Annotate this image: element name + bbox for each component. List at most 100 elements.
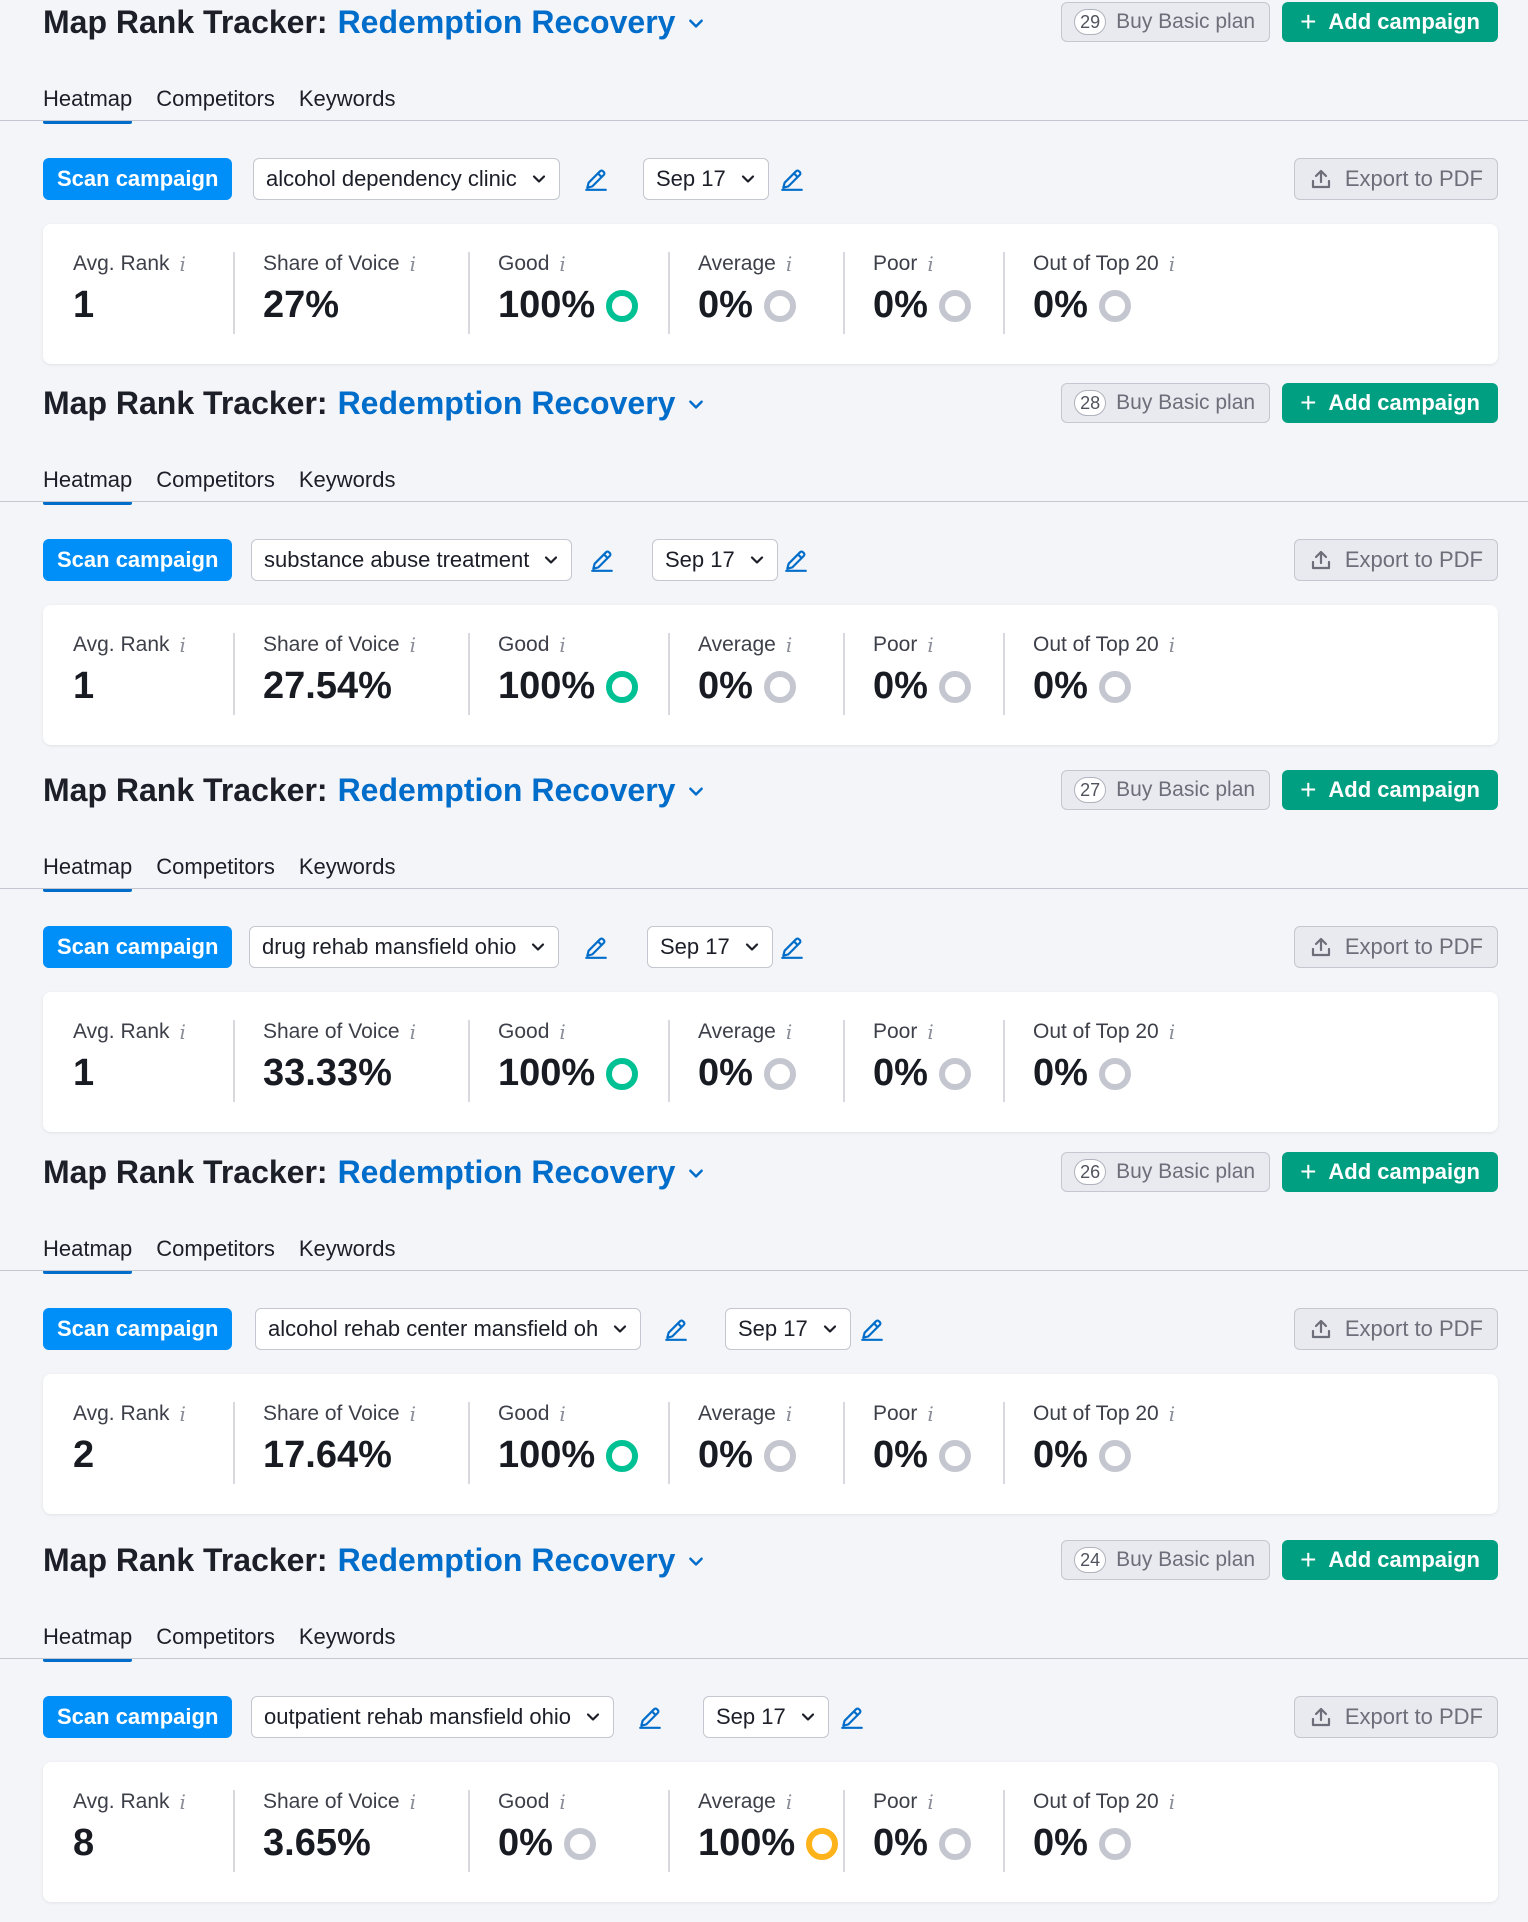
export-pdf-button[interactable]: Export to PDF bbox=[1293, 1696, 1498, 1738]
chevron-down-icon[interactable] bbox=[687, 1552, 705, 1570]
tab-heatmap[interactable]: Heatmap bbox=[43, 1236, 133, 1274]
keyword-select[interactable]: alcohol dependency clinic bbox=[253, 158, 560, 200]
info-icon[interactable]: i bbox=[927, 252, 934, 276]
campaign-selector[interactable]: Redemption Recovery bbox=[337, 772, 676, 808]
export-pdf-button[interactable]: Export to PDF bbox=[1293, 158, 1498, 200]
tab-keywords[interactable]: Keywords bbox=[298, 1236, 396, 1261]
info-icon[interactable]: i bbox=[785, 252, 793, 276]
info-icon[interactable]: i bbox=[409, 633, 416, 657]
tab-heatmap[interactable]: Heatmap bbox=[43, 467, 133, 505]
info-icon[interactable]: i bbox=[559, 1020, 566, 1044]
edit-keyword-pencil-icon[interactable] bbox=[583, 934, 609, 960]
info-icon[interactable]: i bbox=[1168, 252, 1176, 276]
tab-competitors[interactable]: Competitors bbox=[156, 1624, 275, 1649]
export-pdf-button[interactable]: Export to PDF bbox=[1293, 539, 1498, 581]
info-icon[interactable]: i bbox=[927, 1790, 934, 1814]
edit-date-pencil-icon[interactable] bbox=[839, 1704, 865, 1730]
buy-plan-button[interactable]: 26 Buy Basic plan bbox=[1061, 1152, 1271, 1192]
keyword-select-value: alcohol dependency clinic bbox=[266, 166, 517, 191]
info-icon[interactable]: i bbox=[785, 633, 793, 657]
scan-campaign-button[interactable]: Scan campaign bbox=[43, 539, 233, 581]
add-campaign-button[interactable]: + Add campaign bbox=[1282, 2, 1498, 42]
info-icon[interactable]: i bbox=[179, 633, 186, 657]
campaign-selector[interactable]: Redemption Recovery bbox=[337, 1154, 676, 1190]
date-select[interactable]: Sep 17 bbox=[725, 1308, 851, 1350]
info-icon[interactable]: i bbox=[927, 1402, 934, 1426]
info-icon[interactable]: i bbox=[179, 1402, 186, 1426]
info-icon[interactable]: i bbox=[1168, 633, 1176, 657]
scan-campaign-button[interactable]: Scan campaign bbox=[43, 1308, 233, 1350]
header-actions: 24 Buy Basic plan + Add campaign bbox=[1061, 1540, 1498, 1580]
info-icon[interactable]: i bbox=[927, 633, 934, 657]
keyword-select[interactable]: alcohol rehab center mansfield oh bbox=[255, 1308, 642, 1350]
info-icon[interactable]: i bbox=[1168, 1790, 1176, 1814]
chevron-down-icon[interactable] bbox=[687, 14, 705, 32]
tab-keywords[interactable]: Keywords bbox=[298, 467, 396, 492]
info-icon[interactable]: i bbox=[179, 1790, 186, 1814]
info-icon[interactable]: i bbox=[927, 1020, 934, 1044]
date-select[interactable]: Sep 17 bbox=[647, 926, 773, 968]
campaign-selector[interactable]: Redemption Recovery bbox=[337, 4, 676, 40]
info-icon[interactable]: i bbox=[409, 1402, 416, 1426]
info-icon[interactable]: i bbox=[179, 1020, 186, 1044]
campaign-selector[interactable]: Redemption Recovery bbox=[337, 385, 676, 421]
tab-keywords[interactable]: Keywords bbox=[298, 854, 396, 879]
tab-heatmap[interactable]: Heatmap bbox=[43, 854, 133, 892]
info-icon[interactable]: i bbox=[785, 1790, 793, 1814]
edit-keyword-pencil-icon[interactable] bbox=[583, 166, 609, 192]
date-select[interactable]: Sep 17 bbox=[703, 1696, 829, 1738]
tab-competitors[interactable]: Competitors bbox=[156, 467, 275, 492]
add-campaign-button[interactable]: + Add campaign bbox=[1282, 1540, 1498, 1580]
info-icon[interactable]: i bbox=[559, 1790, 566, 1814]
tab-competitors[interactable]: Competitors bbox=[156, 1236, 275, 1261]
edit-date-pencil-icon[interactable] bbox=[779, 934, 805, 960]
buy-plan-button[interactable]: 27 Buy Basic plan bbox=[1061, 770, 1271, 810]
date-select[interactable]: Sep 17 bbox=[652, 539, 778, 581]
tab-keywords[interactable]: Keywords bbox=[298, 1624, 396, 1649]
tab-competitors[interactable]: Competitors bbox=[156, 86, 275, 111]
export-pdf-button[interactable]: Export to PDF bbox=[1293, 1308, 1498, 1350]
info-icon[interactable]: i bbox=[409, 1020, 416, 1044]
export-pdf-button[interactable]: Export to PDF bbox=[1293, 926, 1498, 968]
tab-heatmap[interactable]: Heatmap bbox=[43, 86, 133, 124]
keyword-select[interactable]: outpatient rehab mansfield ohio bbox=[251, 1696, 614, 1738]
info-icon[interactable]: i bbox=[559, 252, 566, 276]
edit-date-pencil-icon[interactable] bbox=[859, 1316, 885, 1342]
buy-plan-button[interactable]: 29 Buy Basic plan bbox=[1061, 2, 1271, 42]
info-icon[interactable]: i bbox=[559, 633, 566, 657]
edit-keyword-pencil-icon[interactable] bbox=[589, 547, 615, 573]
edit-date-pencil-icon[interactable] bbox=[779, 166, 805, 192]
info-icon[interactable]: i bbox=[1168, 1020, 1176, 1044]
chevron-down-icon[interactable] bbox=[687, 1164, 705, 1182]
info-icon[interactable]: i bbox=[785, 1402, 793, 1426]
buy-plan-button[interactable]: 24 Buy Basic plan bbox=[1061, 1540, 1271, 1580]
info-icon[interactable]: i bbox=[559, 1402, 566, 1426]
metric-label: Share of Voice bbox=[263, 1402, 400, 1425]
add-campaign-button[interactable]: + Add campaign bbox=[1282, 1152, 1498, 1192]
buy-plan-label: Buy Basic plan bbox=[1116, 391, 1256, 414]
edit-date-pencil-icon[interactable] bbox=[783, 547, 809, 573]
info-icon[interactable]: i bbox=[1168, 1402, 1176, 1426]
buy-plan-label: Buy Basic plan bbox=[1116, 1160, 1256, 1183]
buy-plan-button[interactable]: 28 Buy Basic plan bbox=[1061, 383, 1271, 423]
date-select[interactable]: Sep 17 bbox=[643, 158, 769, 200]
add-campaign-button[interactable]: + Add campaign bbox=[1282, 383, 1498, 423]
info-icon[interactable]: i bbox=[179, 252, 186, 276]
campaign-selector[interactable]: Redemption Recovery bbox=[337, 1542, 676, 1578]
scan-campaign-button[interactable]: Scan campaign bbox=[43, 926, 233, 968]
keyword-select[interactable]: drug rehab mansfield ohio bbox=[249, 926, 560, 968]
info-icon[interactable]: i bbox=[409, 1790, 416, 1814]
tab-competitors[interactable]: Competitors bbox=[156, 854, 275, 879]
scan-campaign-button[interactable]: Scan campaign bbox=[43, 1696, 233, 1738]
keyword-select[interactable]: substance abuse treatment bbox=[251, 539, 573, 581]
tab-keywords[interactable]: Keywords bbox=[298, 86, 396, 111]
edit-keyword-pencil-icon[interactable] bbox=[637, 1704, 663, 1730]
add-campaign-button[interactable]: + Add campaign bbox=[1282, 770, 1498, 810]
chevron-down-icon[interactable] bbox=[687, 395, 705, 413]
info-icon[interactable]: i bbox=[409, 252, 416, 276]
tab-heatmap[interactable]: Heatmap bbox=[43, 1624, 133, 1662]
scan-campaign-button[interactable]: Scan campaign bbox=[43, 158, 233, 200]
info-icon[interactable]: i bbox=[785, 1020, 793, 1044]
chevron-down-icon[interactable] bbox=[687, 782, 705, 800]
edit-keyword-pencil-icon[interactable] bbox=[663, 1316, 689, 1342]
